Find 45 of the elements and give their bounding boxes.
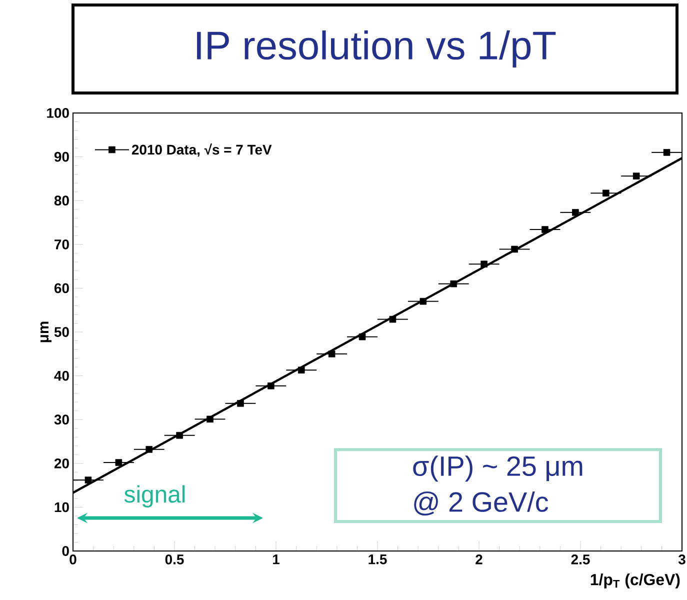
annotation: σ(IP) ~ 25 μm [413, 456, 582, 482]
x-tick-label: 2 [476, 554, 482, 564]
y-tick-label: 90 [54, 152, 69, 162]
y-tick-label: 0 [62, 546, 69, 556]
y-tick-label: 100 [47, 108, 69, 118]
point [632, 172, 640, 180]
y-tick-label: 40 [54, 370, 69, 381]
y-tick-label: 20 [54, 458, 69, 468]
annotation: @ 2 GeV/c [414, 491, 548, 516]
point [450, 280, 458, 288]
point [328, 350, 336, 358]
x-axis-title: 1/p$_{T}$ (c/GeV) [590, 574, 680, 588]
point [115, 459, 122, 466]
y-axis-title: μm [40, 322, 52, 342]
point [268, 382, 274, 390]
y-tick-label: 70 [54, 239, 69, 250]
point [480, 260, 488, 268]
point [602, 190, 610, 197]
x-tick-label: 2.5 [571, 554, 590, 564]
x-tick-label: 0 [70, 554, 76, 564]
y-tick-label: 10 [54, 502, 69, 512]
y-tick-label: 80 [54, 196, 69, 206]
point [542, 226, 548, 233]
point [206, 416, 214, 423]
point [176, 432, 183, 439]
y-tick-label: 60 [54, 283, 69, 294]
x-tick-label: 3 [678, 554, 686, 564]
chart-title: IP resolution vs 1/pT [197, 30, 556, 68]
point [237, 400, 244, 407]
x-tick-label: 1.5 [368, 554, 387, 564]
y-tick-label: 50 [54, 327, 69, 337]
point [358, 333, 366, 340]
point [420, 298, 427, 305]
point [84, 476, 92, 484]
point [572, 209, 579, 216]
point [389, 316, 396, 323]
point [663, 149, 670, 156]
point [146, 446, 153, 453]
y-tick-label: 30 [54, 414, 69, 425]
x-tick-label: 1 [273, 554, 280, 564]
legend-label: 2010 Data, √s = 7 TeV [132, 143, 272, 157]
point [298, 366, 305, 374]
x-tick-label: 0.5 [165, 554, 184, 564]
point [511, 246, 518, 253]
annotation: signal [124, 485, 185, 508]
